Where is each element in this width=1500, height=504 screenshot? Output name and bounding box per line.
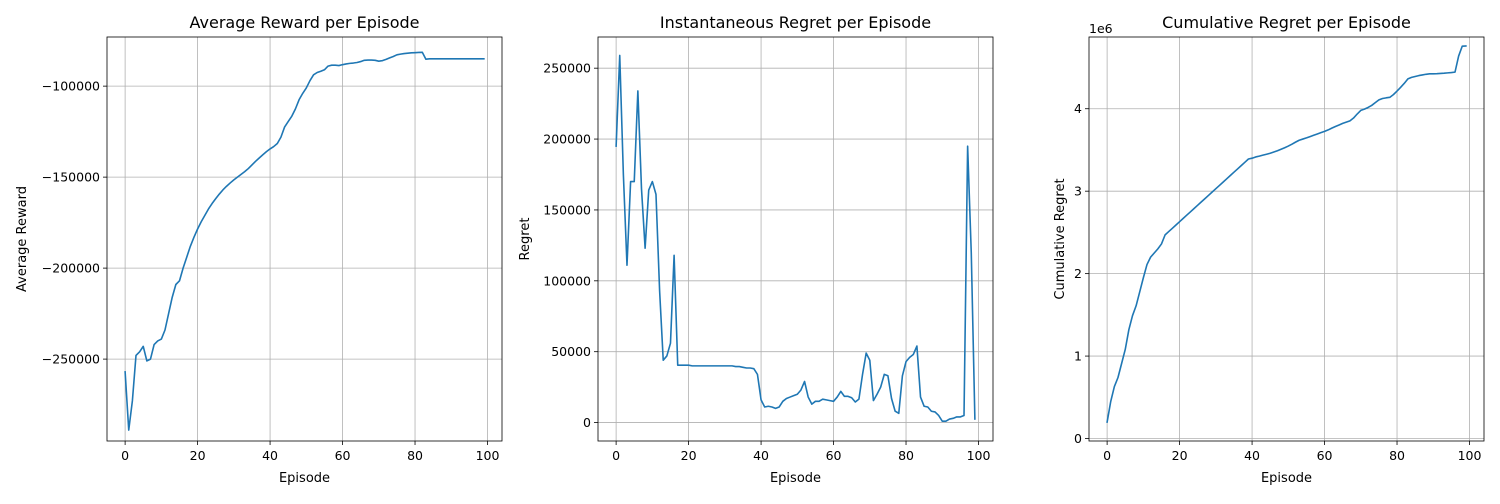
y-tick-label: 100000	[543, 273, 591, 288]
axes-frame	[597, 36, 994, 442]
chart-panel-1: 0 20 40 60 80 100 −250000 −200000 −150000 −100000…	[15, 13, 503, 486]
x-tick-label: 60	[826, 448, 842, 463]
x-tick-label: 80	[407, 448, 423, 463]
chart-panel-2: 0 20 40 60 80 100 0 50000 100000 150000 200000 2500…	[518, 13, 994, 486]
chart-panel-3: 0 20 40 60 80 100 0 1 2 3 4 1e6 Cumulative Regret pe…	[1053, 13, 1485, 486]
series-line	[615, 54, 976, 422]
plot-area	[1089, 37, 1484, 441]
y-tick-label: 50000	[551, 344, 591, 359]
series-line	[1106, 45, 1467, 423]
x-tick-label: 40	[1244, 448, 1260, 463]
y-tick-label: 0	[1074, 431, 1082, 446]
x-tick-label: 100	[1458, 448, 1482, 463]
x-tick-label: 20	[681, 448, 697, 463]
chart-title: Cumulative Regret per Episode	[1162, 13, 1411, 32]
x-axis-label: Episode	[1261, 471, 1312, 486]
axes-frame	[1088, 36, 1485, 442]
y-axis-label: Average Reward	[15, 186, 30, 292]
y-tick-label: 200000	[543, 132, 591, 147]
y-tick-label: 250000	[543, 61, 591, 76]
plot-area	[107, 37, 502, 441]
y-tick-label: 2	[1074, 266, 1082, 281]
y-tick-label: 0	[583, 415, 591, 430]
y-tick-label: 150000	[543, 202, 591, 217]
y-tick-label: −250000	[42, 352, 100, 367]
x-tick-label: 80	[1389, 448, 1405, 463]
y-tick-label: −100000	[42, 79, 100, 94]
x-tick-label: 100	[476, 448, 500, 463]
y-axis-label: Regret	[518, 218, 533, 261]
x-tick-label: 20	[1172, 448, 1188, 463]
x-tick-label: 0	[121, 448, 129, 463]
x-tick-label: 80	[898, 448, 914, 463]
x-axis-label: Episode	[770, 471, 821, 486]
x-tick-label: 20	[190, 448, 206, 463]
y-tick-label: −150000	[42, 170, 100, 185]
chart-title: Instantaneous Regret per Episode	[660, 13, 931, 32]
y-tick-label: 3	[1074, 184, 1082, 199]
x-tick-label: 60	[1317, 448, 1333, 463]
y-axis-label: Cumulative Regret	[1053, 178, 1068, 299]
x-axis-label: Episode	[279, 471, 330, 486]
axes-frame	[106, 36, 503, 442]
y-tick-label: 1	[1074, 349, 1082, 364]
x-tick-label: 40	[753, 448, 769, 463]
x-tick-label: 40	[262, 448, 278, 463]
plot-area	[598, 37, 993, 441]
x-tick-label: 0	[1103, 448, 1111, 463]
series-line	[124, 51, 485, 431]
chart-title: Average Reward per Episode	[190, 13, 420, 32]
x-tick-label: 100	[967, 448, 991, 463]
y-axis-offset-label: 1e6	[1089, 21, 1113, 36]
y-tick-label: −200000	[42, 261, 100, 276]
x-tick-label: 0	[612, 448, 620, 463]
y-tick-label: 4	[1074, 101, 1082, 116]
x-tick-label: 60	[335, 448, 351, 463]
